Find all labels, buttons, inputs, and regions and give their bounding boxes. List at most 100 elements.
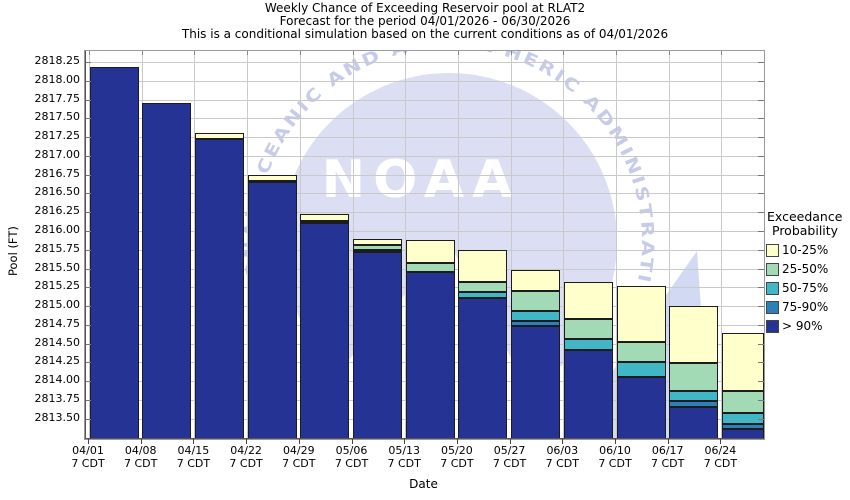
y-tick-mark	[85, 137, 91, 139]
legend-swatch	[766, 320, 779, 333]
x-tick-mark	[246, 439, 248, 444]
x-tick-date: 05/20	[441, 444, 473, 457]
bar-segment-gt90	[89, 66, 139, 439]
x-tick-time: 7 CDT	[282, 457, 316, 470]
x-tick-label: 06/03 7 CDT	[535, 444, 589, 470]
y-tick-mark	[85, 174, 91, 176]
bar-segment-p10_25	[669, 306, 719, 364]
y-tick-mark	[758, 80, 764, 82]
y-tick-mark	[758, 399, 764, 401]
y-tick-label: 2816.75	[34, 166, 81, 180]
x-tick-time: 7 CDT	[71, 457, 105, 470]
y-tick-mark	[85, 287, 91, 289]
x-tick-label: 04/08 7 CDT	[114, 444, 168, 470]
x-tick-time: 7 CDT	[440, 457, 474, 470]
y-tick-mark	[85, 118, 91, 120]
bar-segment-gt90	[194, 138, 244, 439]
h-gridline	[85, 62, 764, 63]
legend-label: 75-90%	[782, 300, 829, 314]
y-tick-mark	[758, 62, 764, 63]
x-tick-mark-top	[352, 51, 354, 55]
x-tick-date: 06/10	[599, 444, 631, 457]
x-tick-label: 06/17 7 CDT	[641, 444, 695, 470]
chart-title: Weekly Chance of Exceeding Reservoir poo…	[264, 1, 586, 15]
y-tick-mark	[758, 381, 764, 383]
y-tick-mark	[85, 324, 91, 326]
y-tick-label: 2813.75	[34, 391, 81, 405]
chart-subtitle: Forecast for the period 04/01/2026 - 06/…	[279, 14, 571, 28]
x-tick-mark	[456, 439, 458, 444]
x-tick-mark-top	[299, 51, 301, 55]
legend-entry: 25-50%	[766, 263, 850, 276]
h-gridline	[85, 99, 764, 101]
y-tick-mark	[758, 249, 764, 251]
y-tick-mark	[85, 80, 91, 82]
x-tick-mark-top	[194, 51, 196, 55]
x-tick-date: 04/15	[177, 444, 210, 457]
legend-label: 10-25%	[782, 243, 829, 257]
bar-segment-p25_50	[511, 291, 561, 312]
bar-segment-p25_50	[721, 390, 764, 414]
x-tick-mark	[351, 439, 353, 444]
x-tick-mark-top	[510, 51, 512, 55]
legend-title-line1: Exceedance	[767, 209, 843, 224]
bar-segment-p50_75	[669, 390, 719, 402]
x-tick-time: 7 CDT	[545, 457, 579, 470]
x-tick-time: 7 CDT	[176, 457, 211, 470]
y-tick-mark	[85, 343, 91, 345]
v-gridline	[668, 51, 670, 439]
bar-segment-p10_25	[563, 282, 613, 319]
v-gridline	[457, 51, 459, 439]
bar-segment-gt90	[405, 271, 455, 439]
h-gridline	[85, 230, 764, 232]
bar-segment-gt90	[142, 102, 192, 439]
y-tick-mark	[758, 287, 764, 289]
x-tick-label: 05/27 7 CDT	[483, 444, 537, 470]
y-tick-mark	[85, 306, 91, 308]
bar-segment-p50_75	[721, 413, 764, 424]
y-tick-mark	[758, 306, 764, 308]
y-axis-spine	[85, 51, 86, 439]
y-tick-mark	[758, 155, 764, 157]
x-tick-date: 05/27	[493, 444, 526, 457]
y-tick-label: 2816.50	[34, 185, 81, 199]
legend-swatch	[766, 301, 779, 314]
bar-segment-p10_25	[405, 239, 455, 264]
y-tick-mark	[758, 118, 764, 120]
bar-segment-p75_90	[721, 423, 764, 430]
plot-area: NATIONAL OCEANIC AND ATMOSPHERIC ADMINIS…	[84, 50, 765, 440]
legend-label: 25-50%	[782, 262, 829, 276]
bar-segment-p25_50	[405, 263, 455, 272]
x-tick-date: 04/01	[72, 444, 104, 457]
x-tick-date: 06/24	[704, 444, 737, 457]
y-tick-mark	[758, 99, 764, 101]
bar-segment-gt90	[353, 252, 402, 439]
v-gridline	[510, 51, 512, 439]
x-tick-mark-top	[563, 51, 565, 55]
y-tick-mark	[758, 343, 764, 345]
legend-entry: > 90%	[766, 320, 850, 333]
x-tick-label: 04/15 7 CDT	[166, 444, 220, 470]
bar-segment-p10_25	[511, 270, 561, 292]
x-tick-label: 04/01 7 CDT	[61, 444, 115, 470]
x-tick-date: 06/03	[546, 444, 579, 457]
x-tick-mark	[509, 439, 511, 444]
y-tick-mark	[758, 418, 764, 420]
x-tick-time: 7 CDT	[334, 457, 369, 470]
y-tick-mark	[85, 155, 91, 157]
y-tick-mark	[85, 62, 91, 63]
y-tick-label: 2815.50	[34, 260, 81, 274]
v-gridline	[563, 51, 565, 439]
bar-segment-p50_75	[353, 249, 402, 252]
x-tick-mark-top	[405, 51, 407, 55]
x-tick-date: 06/17	[651, 444, 684, 457]
y-tick-label: 2818.00	[34, 72, 81, 86]
y-tick-mark	[85, 99, 91, 101]
y-tick-mark	[758, 137, 764, 139]
y-tick-label: 2814.00	[34, 373, 81, 387]
bar-segment-p50_75	[563, 339, 613, 351]
x-tick-mark-top	[141, 51, 143, 55]
legend: Exceedance Probability 10-25% 25-50% 50-75…	[764, 210, 850, 333]
bar-segment-gt90	[247, 182, 297, 439]
x-tick-date: 05/06	[335, 444, 368, 457]
